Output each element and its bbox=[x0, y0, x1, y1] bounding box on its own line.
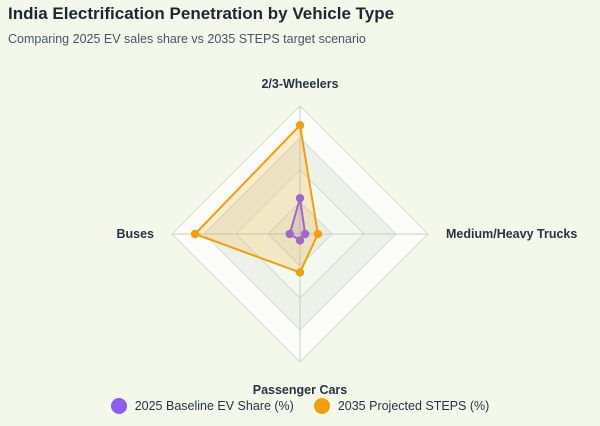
axis-label-1: Medium/Heavy Trucks bbox=[446, 227, 577, 241]
legend-swatch-baseline bbox=[110, 398, 127, 414]
axis-label-0: 2/3-Wheelers bbox=[261, 77, 338, 91]
series-1-point-0 bbox=[295, 121, 305, 130]
series-1-point-1 bbox=[313, 229, 323, 239]
legend-swatch-projected bbox=[313, 398, 330, 414]
series-0-point-1 bbox=[300, 229, 310, 239]
legend: 2025 Baseline EV Share (%) 2035 Projecte… bbox=[0, 398, 600, 414]
chart-subtitle: Comparing 2025 EV sales share vs 2035 ST… bbox=[8, 32, 366, 46]
radar-series bbox=[190, 121, 323, 277]
radar-axis-labels: 2/3-Wheelers Medium/Heavy Trucks Passenger… bbox=[116, 77, 577, 397]
legend-item-baseline[interactable]: 2025 Baseline EV Share (%) bbox=[110, 398, 294, 414]
chart-title: India Electrification Penetration by Veh… bbox=[8, 4, 395, 23]
axis-label-3: Buses bbox=[116, 227, 154, 241]
legend-label-baseline: 2025 Baseline EV Share (%) bbox=[134, 399, 294, 413]
legend-label-projected: 2035 Projected STEPS (%) bbox=[337, 399, 490, 413]
series-0-point-2 bbox=[295, 236, 305, 245]
series-0-point-0 bbox=[295, 193, 305, 203]
series-1-point-2 bbox=[295, 268, 305, 277]
series-0-point-3 bbox=[285, 229, 294, 239]
legend-item-projected[interactable]: 2035 Projected STEPS (%) bbox=[313, 398, 490, 414]
series-1-point-3 bbox=[190, 229, 200, 239]
axis-label-2: Passenger Cars bbox=[253, 383, 348, 397]
